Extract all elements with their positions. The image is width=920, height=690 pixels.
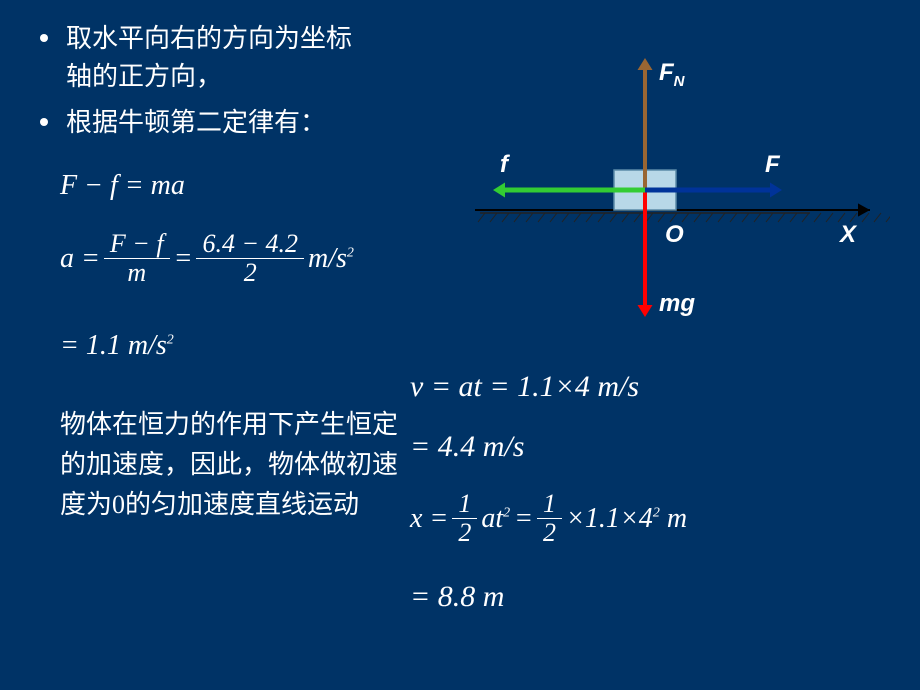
equation-newton-law: F − f = ma: [60, 170, 185, 202]
eq-x-sup2: 2: [653, 505, 660, 520]
surface-hatch: [790, 213, 797, 222]
surface-hatch: [766, 213, 773, 222]
surface-hatch: [526, 213, 533, 222]
eq-half1-den: 2: [452, 519, 477, 547]
surface-hatch: [478, 213, 485, 222]
surface-hatch: [814, 213, 821, 222]
eq-frac1-num: F − f: [104, 230, 170, 259]
label-X: X: [838, 221, 858, 248]
surface-hatch: [874, 213, 881, 222]
bullet-text-2: 根据牛顿第二定律有：: [66, 104, 326, 142]
label-O: O: [665, 221, 684, 248]
eq-sep2: =: [514, 503, 533, 535]
eq-x-mid1: at2: [481, 503, 510, 535]
equation-a-result: = 1.1 m/s2: [60, 330, 174, 362]
bullet-text-1: 取水平向右的方向为坐标 轴的正方向，: [66, 20, 352, 96]
eq-x-sup1: 2: [503, 505, 510, 520]
eq-frac1: F − f m: [104, 230, 170, 287]
surface-hatch: [562, 213, 569, 222]
surface-hatch: [538, 213, 545, 222]
eq-unit1-text: m/s: [308, 243, 347, 274]
label-FN: FN: [659, 59, 686, 90]
bullet-1-line1: 取水平向右的方向为坐标: [66, 24, 352, 53]
surface-hatch: [802, 213, 809, 222]
eq-x-lhs: x =: [410, 503, 448, 535]
eq-half1: 1 2: [452, 490, 477, 547]
eq-half2-den: 2: [537, 519, 562, 547]
surface-hatch: [514, 213, 521, 222]
eq-x-mid1-text: at: [481, 503, 503, 534]
eq-frac2-den: 2: [238, 259, 263, 287]
arrow-f-head-icon: [493, 183, 505, 198]
surface-hatch: [502, 213, 509, 222]
surface-hatch: [706, 213, 713, 222]
label-F: F: [765, 151, 781, 178]
surface-hatch: [610, 213, 617, 222]
eq-a-lhs: a =: [60, 243, 100, 275]
eq-unit1-sup: 2: [347, 245, 354, 260]
surface-hatch: [718, 213, 725, 222]
eq-unit1: m/s2: [308, 243, 354, 275]
surface-hatch: [826, 213, 833, 222]
equation-distance: x = 1 2 at2 = 1 2 ×1.1×42 m: [410, 490, 687, 547]
eq-a-result-text: = 1.1 m/s: [60, 330, 167, 361]
label-mg: mg: [659, 290, 695, 317]
surface-hatch: [490, 213, 497, 222]
surface-hatch: [778, 213, 785, 222]
eq-x-unit: m: [660, 503, 687, 534]
bullet-item-1: 取水平向右的方向为坐标 轴的正方向，: [40, 20, 460, 96]
bullet-dot-icon: [40, 118, 48, 126]
eq-x-mid2-text: ×1.1×4: [566, 503, 653, 534]
surface-hatch: [598, 213, 605, 222]
eq-x-mid2: ×1.1×42 m: [566, 503, 687, 535]
surface-hatch: [646, 213, 653, 222]
eq-frac1-den: m: [121, 259, 152, 287]
surface-hatch: [862, 213, 869, 222]
free-body-diagram: FN f F O Xmg: [450, 55, 890, 335]
eq-frac2-num: 6.4 − 4.2: [196, 230, 304, 259]
bullet-list: 取水平向右的方向为坐标 轴的正方向， 根据牛顿第二定律有：: [40, 20, 460, 150]
bullet-1-line2: 轴的正方向，: [66, 62, 222, 91]
eq-half2: 1 2: [537, 490, 562, 547]
eq-sep1: =: [174, 243, 193, 275]
surface-hatch: [886, 213, 890, 222]
surface-hatch: [658, 213, 665, 222]
surface-hatch: [622, 213, 629, 222]
bullet-dot-icon: [40, 34, 48, 42]
surface-hatch: [634, 213, 641, 222]
arrow-mg-head-icon: [638, 305, 653, 317]
surface-hatch: [574, 213, 581, 222]
paragraph-explanation: 物体在恒力的作用下产生恒定的加速度，因此，物体做初速度为0的匀加速度直线运动: [60, 405, 410, 525]
surface-hatch: [694, 213, 701, 222]
eq-a-result-sup: 2: [167, 333, 174, 348]
equation-acceleration: a = F − f m = 6.4 − 4.2 2 m/s2: [60, 230, 354, 287]
eq-half1-num: 1: [452, 490, 477, 519]
surface-hatch: [586, 213, 593, 222]
eq-half2-num: 1: [537, 490, 562, 519]
surface-hatch: [550, 213, 557, 222]
eq-v-line: v = at = 1.1×4 m/s: [410, 370, 639, 403]
surface-hatch: [754, 213, 761, 222]
surface-hatch: [730, 213, 737, 222]
surface-hatch: [742, 213, 749, 222]
equation-velocity: v = at = 1.1×4 m/s: [410, 370, 639, 404]
equation-distance-result: = 8.8 m: [410, 580, 504, 614]
eq-frac2: 6.4 − 4.2 2: [196, 230, 304, 287]
equation-velocity-result: = 4.4 m/s: [410, 430, 524, 464]
arrow-FN-head-icon: [638, 58, 653, 70]
arrow-F-head-icon: [770, 183, 782, 198]
bullet-item-2: 根据牛顿第二定律有：: [40, 104, 460, 142]
label-f: f: [500, 151, 510, 178]
